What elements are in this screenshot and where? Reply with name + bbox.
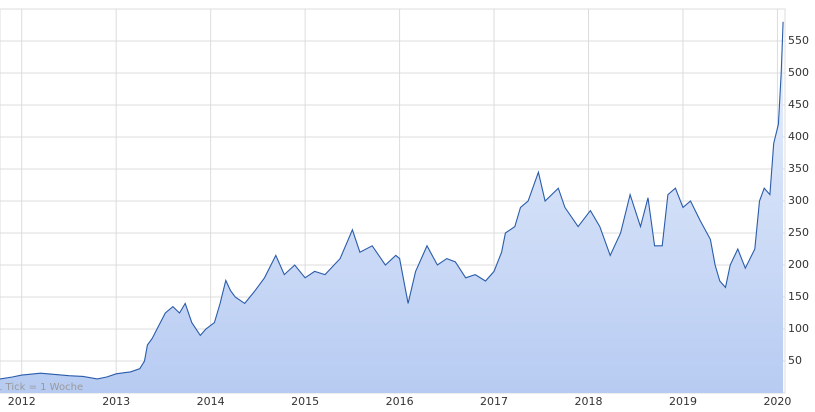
y-tick-label: 200	[788, 258, 809, 271]
y-tick-label: 500	[788, 66, 809, 79]
note: 1 Tick = 1 Woche	[0, 382, 83, 393]
y-tick-label: 150	[788, 290, 809, 303]
area-fill	[0, 21, 784, 394]
x-tick-label: 2015	[291, 395, 319, 408]
x-tick-label: 2019	[669, 395, 697, 408]
x-tick-label: 2020	[763, 395, 791, 408]
y-tick-label: 300	[788, 194, 809, 207]
x-tick-label: 2013	[102, 395, 130, 408]
x-tick-label: 2017	[480, 395, 508, 408]
y-tick-label: 250	[788, 226, 809, 239]
x-tick-label: 2016	[386, 395, 414, 408]
x-tick-label: 2014	[197, 395, 225, 408]
x-tick-label: 2018	[575, 395, 603, 408]
x-tick-label: 2012	[8, 395, 36, 408]
y-tick-label: 100	[788, 322, 809, 335]
y-tick-label: 550	[788, 34, 809, 47]
price-line	[0, 21, 784, 380]
y-tick-label: 450	[788, 98, 809, 111]
y-tick-label: 350	[788, 162, 809, 175]
y-tick-label: 50	[788, 354, 802, 367]
y-tick-label: 400	[788, 130, 809, 143]
